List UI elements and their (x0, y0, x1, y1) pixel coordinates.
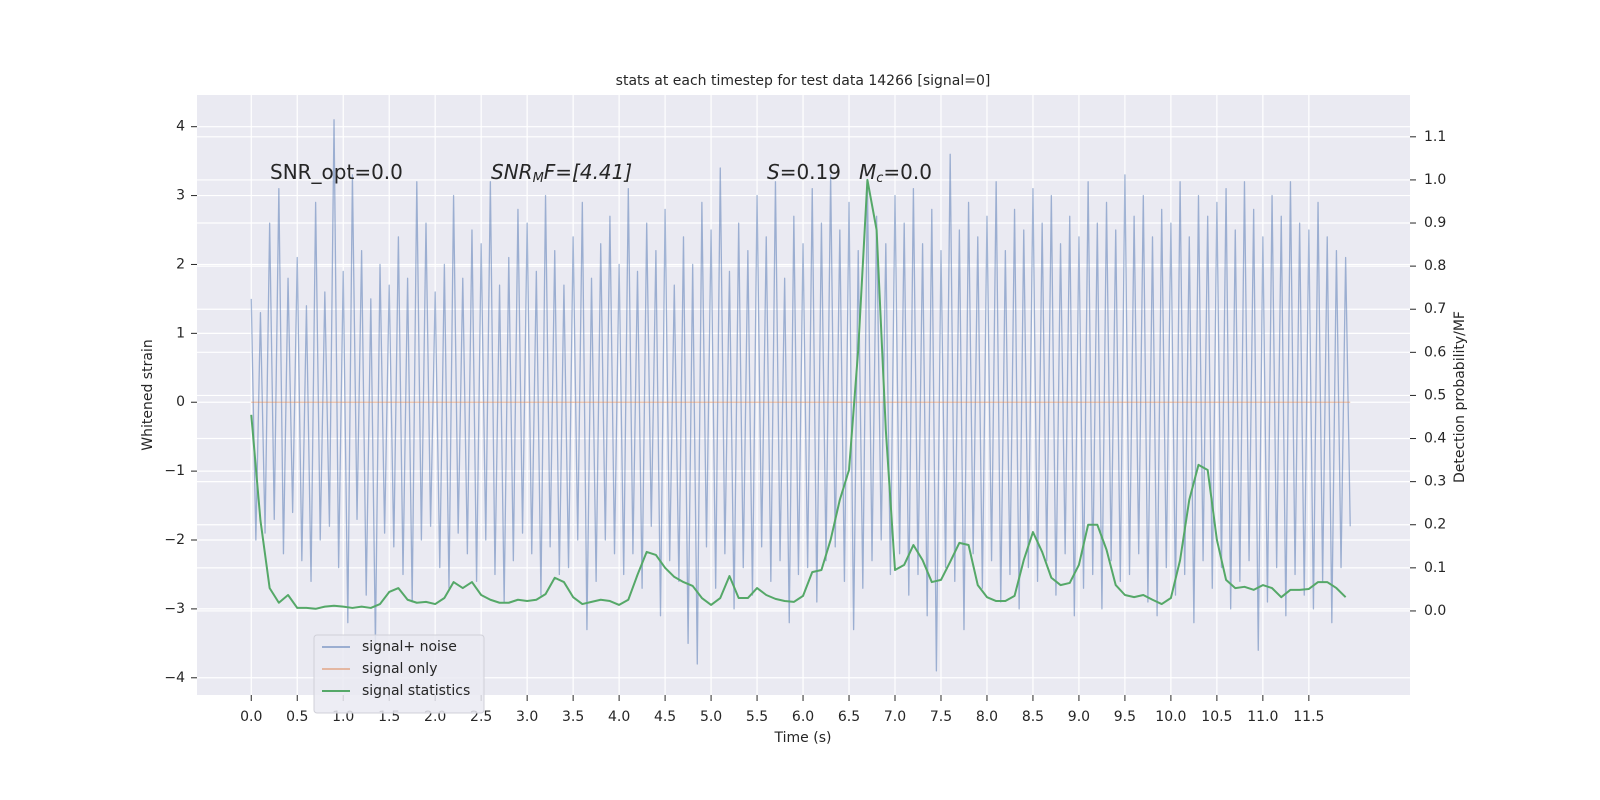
axes: 0.0 0.5 1.0 1.5 2.0 2.5 3.0 3.5 4.0 4.5 5.0 5.5 6.0 6… (164, 119, 1446, 725)
y2-tick-label: 0.3 (1424, 474, 1446, 490)
x-tick-label: 9.5 (1114, 709, 1136, 725)
y-tick-label: −4 (164, 670, 185, 686)
y-tick-label: 4 (176, 119, 185, 135)
y-tick-label: −2 (164, 532, 185, 548)
lines (250, 119, 1351, 672)
y2-tick-label: 1.1 (1424, 129, 1446, 145)
x-tick-label: 10.0 (1155, 709, 1186, 725)
legend: signal+ noise signal only signal statistic… (313, 634, 485, 714)
annotation: S=0.19 (767, 160, 841, 184)
annotation-text: =0.19 (780, 160, 841, 184)
x-tick-label: 6.0 (792, 709, 814, 725)
x-tick-label: 5.5 (746, 709, 768, 725)
y-tick-label: 0 (176, 394, 185, 410)
y2-tick-label: 0.5 (1424, 387, 1446, 403)
legend-label: signal statistics (362, 683, 470, 699)
y-tick-label: −1 (164, 463, 185, 479)
series-line (250, 178, 1347, 610)
annotation: Mc=0.0 (859, 160, 932, 186)
x-tick-label: 0.5 (286, 709, 308, 725)
annotation-text: SNR (491, 160, 533, 184)
x-tick-label: 10.5 (1201, 709, 1232, 725)
annotation-text: M (859, 160, 876, 184)
y2-tick-label: 1.0 (1424, 172, 1446, 188)
x-tick-label: 8.0 (976, 709, 998, 725)
y2-tick-label: 0.6 (1424, 344, 1446, 360)
y2-tick-label: 0.9 (1424, 215, 1446, 231)
annotation: SNRMF=[4.41] (491, 160, 632, 186)
x-tick-label: 7.5 (930, 709, 952, 725)
legend-box (313, 634, 485, 714)
y2-tick-label: 0.7 (1424, 301, 1446, 317)
y-axis-label: Whitened strain (140, 339, 156, 450)
y-tick-label: −3 (164, 601, 185, 617)
annotation-text: =0.0 (883, 160, 932, 184)
y-tick-label: 2 (176, 256, 185, 272)
x-axis-label: Time (s) (774, 730, 832, 746)
x-tick-label: 9.0 (1068, 709, 1090, 725)
legend-label: signal+ noise (362, 639, 457, 655)
y2-tick-label: 0.4 (1424, 431, 1446, 447)
y2-axis-label: Detection probability/MF (1452, 311, 1468, 483)
x-tick-label: 4.0 (608, 709, 630, 725)
x-tick-label: 5.0 (700, 709, 722, 725)
x-tick-label: 7.0 (884, 709, 906, 725)
y2-tick-label: 0.2 (1424, 517, 1446, 533)
annotation-text: SNR_opt=0.0 (270, 160, 403, 184)
y2-tick-label: 0.8 (1424, 258, 1446, 274)
x-tick-label: 4.5 (654, 709, 676, 725)
x-tick-label: 3.0 (516, 709, 538, 725)
annotation: SNR_opt=0.0 (270, 160, 403, 184)
x-tick-label: 11.5 (1293, 709, 1324, 725)
x-tick-label: 6.5 (838, 709, 860, 725)
x-tick-label: 11.0 (1247, 709, 1278, 725)
y2-tick-label: 0.0 (1424, 603, 1446, 619)
y-tick-label: 1 (176, 325, 185, 341)
x-tick-label: 8.5 (1022, 709, 1044, 725)
annotation-text: S (767, 160, 780, 184)
annotation-sub: c (876, 171, 883, 186)
x-tick-label: 0.0 (240, 709, 262, 725)
annotation-text: F=[4.41] (544, 160, 632, 184)
y-tick-label: 3 (176, 188, 185, 204)
legend-label: signal only (362, 661, 437, 677)
x-tick-label: 3.5 (562, 709, 584, 725)
series-line (250, 119, 1351, 672)
y2-tick-label: 0.1 (1424, 560, 1446, 576)
chart-title: stats at each timestep for test data 142… (616, 73, 991, 89)
annotation-sub: M (533, 171, 544, 186)
